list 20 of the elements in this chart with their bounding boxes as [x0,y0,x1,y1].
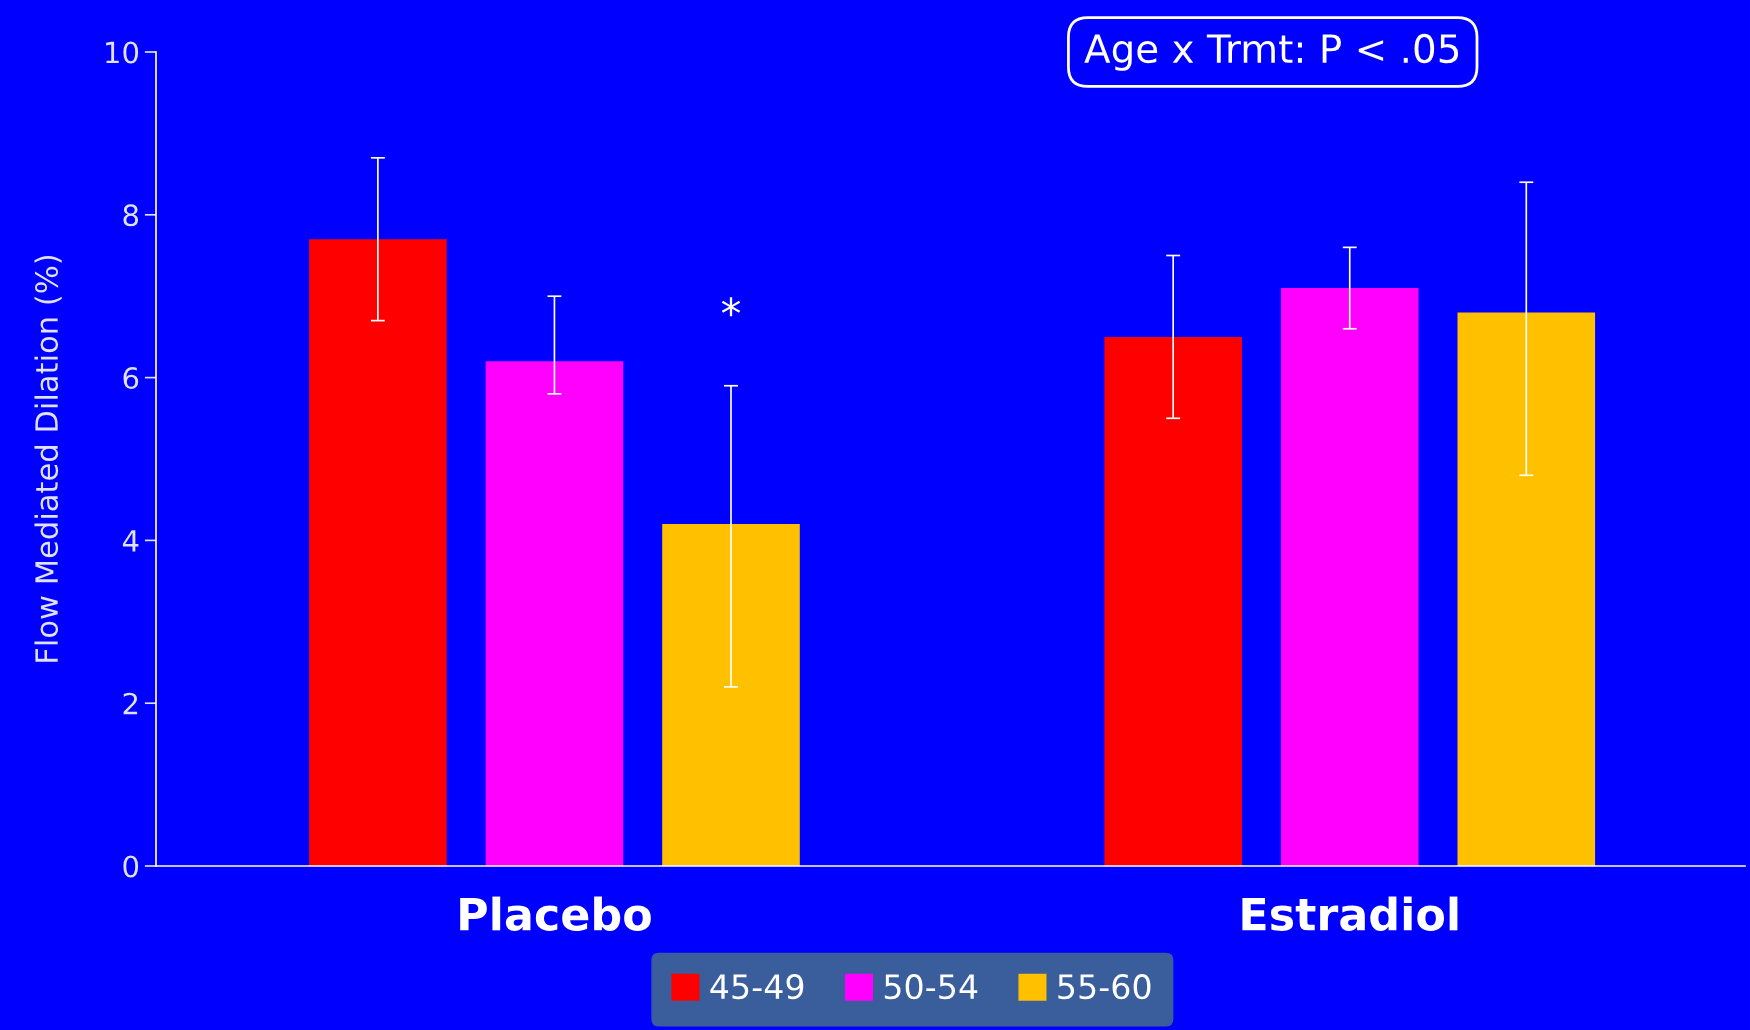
bar [1457,312,1596,866]
y-tick-label: 10 [106,41,139,64]
bar [485,361,624,866]
bar [309,239,447,866]
y-tick-label: 0 [123,855,139,878]
annotation: * [721,297,741,317]
bar [1104,336,1242,866]
y-axis-title: Flow Mediated Dilation (%) [34,255,62,662]
legend-label: 45-49 [710,974,804,1000]
y-tick-label: 4 [122,530,139,552]
x-tick-label: Estradiol [1242,896,1458,931]
annotation: Age x Trmt: P < .05 [1084,33,1459,71]
x-tick-label: Placebo [460,896,651,931]
bar [1280,288,1419,866]
y-tick-label: 8 [123,204,139,227]
y-tick-label: 2 [123,692,138,715]
legend-label: 55-60 [1058,974,1151,1000]
y-tick-label: 6 [123,367,139,390]
bar [662,524,800,866]
legend-label: 50-54 [884,974,978,1000]
